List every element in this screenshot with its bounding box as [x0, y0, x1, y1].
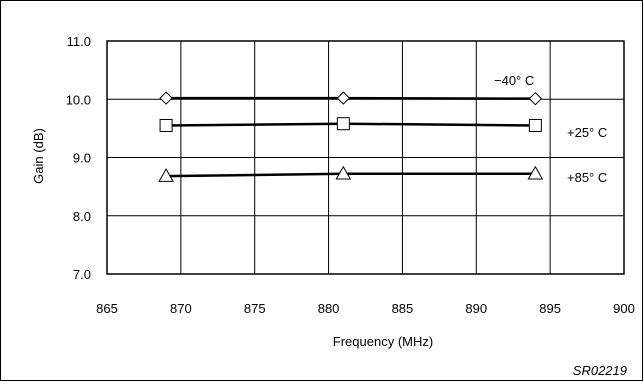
series-label: +25° C [567, 125, 607, 140]
x-axis-title: Frequency (MHz) [333, 334, 433, 349]
x-tick-label: 890 [465, 301, 487, 316]
tick-labels: 865 870 875 880 885 890 895 900 7.0 8.0 9.0 10.0 11.… [66, 34, 635, 316]
series-line [166, 96, 536, 100]
x-tick-label: 880 [318, 301, 340, 316]
x-tick-label: 885 [392, 301, 414, 316]
series-line [166, 172, 536, 178]
y-tick-label: 11.0 [67, 34, 91, 49]
square-marker [159, 118, 173, 132]
x-tick-label: 895 [539, 301, 561, 316]
diamond-marker [159, 91, 173, 105]
series-label: +85° C [567, 170, 607, 185]
x-tick-label: 875 [244, 301, 266, 316]
x-tick-label: 870 [170, 301, 192, 316]
triangle-marker [335, 165, 352, 180]
y-tick-label: 10.0 [66, 92, 91, 107]
triangle-marker [527, 165, 544, 180]
series-labels: −40° C +25° C +85° C [494, 73, 607, 185]
y-tick-label: 8.0 [73, 209, 91, 224]
figure-id: SR02219 [573, 363, 627, 378]
y-tick-label: 7.0 [73, 267, 91, 282]
square-marker [528, 118, 542, 132]
y-axis-title: Gain (dB) [31, 128, 46, 184]
x-tick-label: 900 [613, 301, 635, 316]
y-tick-label: 9.0 [73, 151, 91, 166]
plot-area-border [106, 40, 625, 275]
diamond-marker [528, 91, 543, 106]
x-tick-label: 865 [96, 301, 118, 316]
series-label: −40° C [494, 73, 534, 88]
series-line [166, 122, 536, 127]
series-group [158, 91, 544, 182]
diamond-marker [336, 91, 351, 105]
square-marker [336, 117, 350, 131]
triangle-marker [158, 168, 174, 182]
grid [106, 40, 625, 275]
